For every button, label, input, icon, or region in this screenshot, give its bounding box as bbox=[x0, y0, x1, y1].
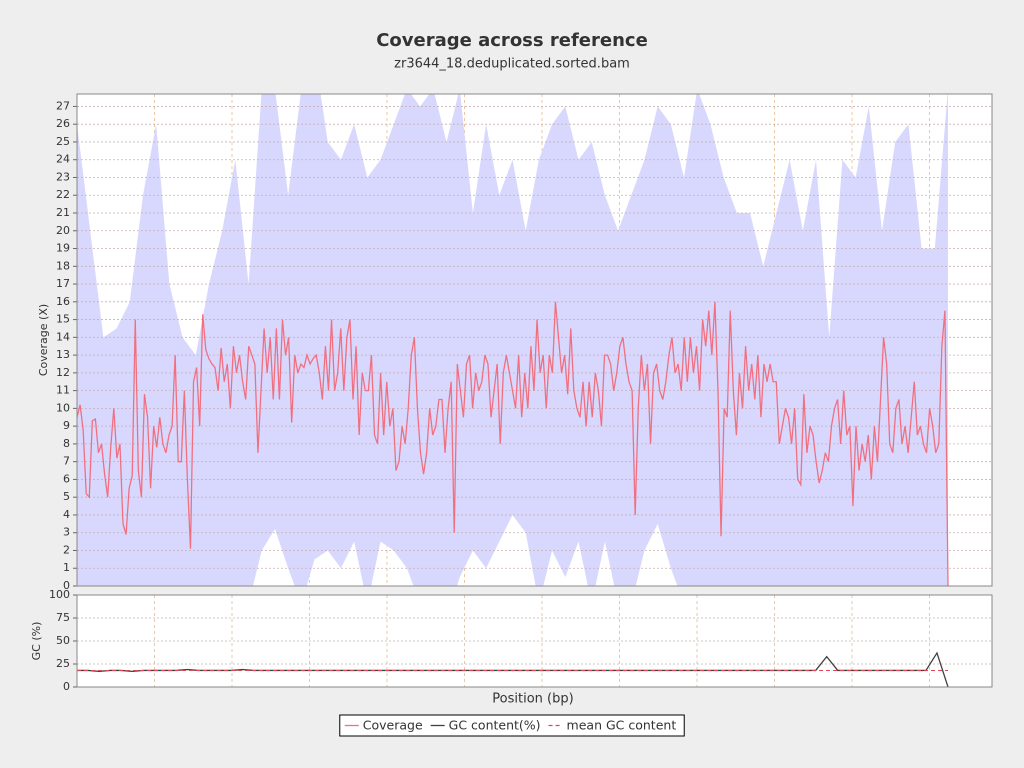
y-tick-label: 0 bbox=[63, 579, 70, 592]
plot-content bbox=[77, 94, 992, 586]
y-axis-label: GC (%) bbox=[30, 622, 43, 661]
y-tick-label: 16 bbox=[56, 295, 70, 308]
y-tick-label: 22 bbox=[56, 188, 70, 201]
y-axis-label: Coverage (X) bbox=[37, 304, 50, 376]
y-tick-label: 13 bbox=[56, 348, 70, 361]
coverage-band bbox=[77, 94, 948, 586]
chart-subtitle: zr3644_18.deduplicated.sorted.bam bbox=[394, 57, 630, 72]
y-tick-label: 8 bbox=[63, 437, 70, 450]
y-tick-label: 17 bbox=[56, 277, 70, 290]
y-tick-label: 5 bbox=[63, 490, 70, 503]
y-tick-label: 3 bbox=[63, 526, 70, 539]
y-tick-label: 0 bbox=[63, 680, 70, 693]
plot-border bbox=[76, 93, 993, 587]
y-tick-label: 75 bbox=[56, 611, 70, 624]
y-tick-label: 7 bbox=[63, 455, 70, 468]
y-tick-label: 6 bbox=[63, 472, 70, 485]
legend: Coverage GC content(%) mean GC content bbox=[339, 714, 685, 737]
y-tick-label: 9 bbox=[63, 419, 70, 432]
y-tick-label: 100 bbox=[49, 588, 70, 601]
legend-label: Coverage bbox=[363, 718, 423, 733]
y-tick-label: 15 bbox=[56, 313, 70, 326]
series-line bbox=[77, 301, 949, 586]
chart-title: Coverage across reference bbox=[376, 30, 648, 51]
y-tick-label: 19 bbox=[56, 242, 70, 255]
y-tick-label: 50 bbox=[56, 634, 70, 647]
plot-content bbox=[77, 595, 992, 687]
y-tick-label: 4 bbox=[63, 508, 70, 521]
legend-label: mean GC content bbox=[567, 718, 677, 733]
y-tick-label: 11 bbox=[56, 384, 70, 397]
y-tick-label: 25 bbox=[56, 657, 70, 670]
y-tick-label: 24 bbox=[56, 153, 70, 166]
y-tick-label: 20 bbox=[56, 224, 70, 237]
legend-box bbox=[339, 714, 685, 737]
y-tick-label: 21 bbox=[56, 206, 70, 219]
plot-border bbox=[76, 594, 993, 688]
y-tick-label: 18 bbox=[56, 259, 70, 272]
y-tick-label: 12 bbox=[56, 366, 70, 379]
y-tick-label: 23 bbox=[56, 170, 70, 183]
legend-label: GC content(%) bbox=[449, 718, 541, 733]
y-tick-label: 26 bbox=[56, 117, 70, 130]
y-tick-label: 14 bbox=[56, 330, 70, 343]
y-tick-label: 27 bbox=[56, 99, 70, 112]
y-tick-label: 1 bbox=[63, 561, 70, 574]
y-tick-label: 25 bbox=[56, 135, 70, 148]
x-axis-label: Position (bp) bbox=[492, 692, 573, 707]
y-tick-label: 2 bbox=[63, 543, 70, 556]
y-tick-label: 10 bbox=[56, 401, 70, 414]
